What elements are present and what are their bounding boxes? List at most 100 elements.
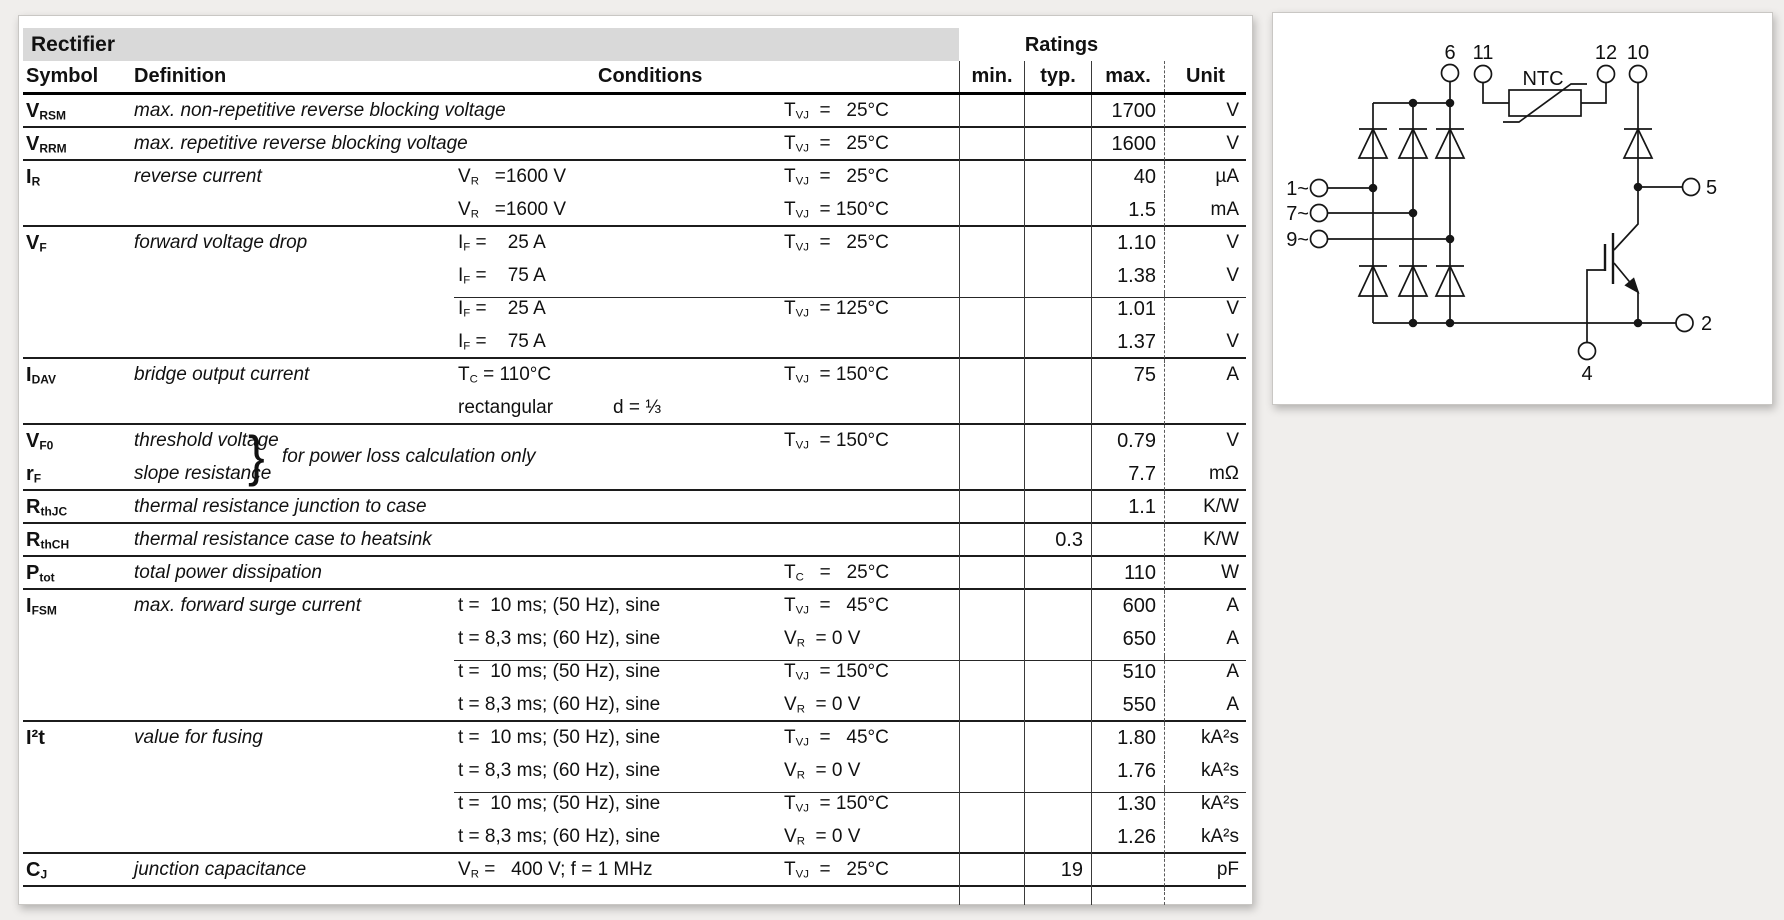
row-symbol [23,821,134,858]
row-condition-1: VR =1600 V [458,199,567,221]
row-condition-2 [610,161,776,198]
terminal-1 [1309,178,1329,198]
bridge-upper-diodes [1357,127,1466,159]
row-condition-3: TVJ = 150°C [784,793,889,815]
row-typ-value [1024,194,1091,231]
bridge-lower-diodes [1357,263,1466,297]
row-typ-value [1024,689,1091,726]
power-loss-note: for power loss calculation only [282,446,536,467]
table-row: rectangular d = ⅓ [23,392,1246,425]
row-max-value: 75 [1091,359,1164,396]
row-condition-3: TVJ = 45°C [784,727,889,749]
row-typ-value: 0.3 [1024,524,1091,561]
table-row: IF = 75 A 1.37 V [23,326,1246,363]
row-condition-1 [454,557,610,594]
table-row: RthCH thermal resistance case to heatsin… [23,524,1246,561]
row-condition-1: t = 10 ms; (50 Hz), sine [458,793,661,814]
terminal-10-label: 10 [1627,42,1649,64]
table-row: IFSM max. forward surge current t = 10 m… [23,590,1246,627]
row-condition-1 [454,95,610,132]
strip-cell [454,887,610,905]
row-symbol [23,326,134,363]
row-min-value [959,821,1024,858]
strip-cell [1164,887,1246,905]
table-body: VRSM max. non-repetitive reverse blockin… [23,95,1246,891]
row-condition-2 [610,293,776,330]
row-min-value [959,755,1024,793]
row-condition-2 [610,128,776,165]
row-condition-2 [610,260,776,298]
row-condition-2 [610,623,776,661]
row-definition: slope resistance [134,463,272,484]
row-condition-2 [610,491,776,528]
row-symbol [23,392,134,424]
row-condition-2 [610,557,776,594]
header-min: min. [959,61,1024,92]
terminal-11-label: 11 [1473,42,1494,64]
terminal-4-label: 4 [1581,363,1592,385]
row-unit: K/W [1164,524,1246,561]
row-symbol [23,689,134,726]
row-unit: V [1164,227,1246,264]
row-condition-3: VR = 0 V [784,826,861,848]
row-symbol [23,623,134,661]
row-max-value: 1600 [1091,128,1164,165]
row-unit: kA²s [1164,755,1246,793]
row-min-value [959,227,1024,264]
table-row: t = 8,3 ms; (60 Hz), sine VR = 0 V 1.26 … [23,821,1246,858]
row-condition-3: TVJ = 25°C [784,859,889,881]
row-min-value [959,788,1024,825]
row-definition: thermal resistance case to heatsink [134,529,432,550]
header-unit: Unit [1164,61,1246,92]
row-definition: reverse current [134,166,262,187]
row-min-value [959,293,1024,330]
row-symbol [23,788,134,825]
row-unit: V [1164,326,1246,363]
row-min-value [959,260,1024,298]
row-condition-2 [610,227,776,264]
table-title-band: Rectifier Ratings [23,28,1246,61]
row-symbol [23,656,134,693]
row-typ-value [1024,821,1091,858]
row-unit: V [1164,128,1246,165]
row-definition: thermal resistance junction to case [134,496,427,517]
row-unit: µA [1164,161,1246,198]
row-max-value [1091,524,1164,561]
row-definition: max. non-repetitive reverse blocking vol… [134,100,506,121]
row-condition-1 [454,491,610,528]
row-unit: A [1164,689,1246,726]
row-definition: max. forward surge current [134,595,362,616]
row-condition-1: t = 8,3 ms; (60 Hz), sine [454,755,660,793]
row-unit: V [1164,293,1246,330]
row-condition-2 [610,590,776,627]
row-symbol [23,755,134,793]
row-unit: kA²s [1164,788,1246,825]
row-max-value: 40 [1091,161,1164,198]
row-condition-1: IF = 75 A [454,260,610,298]
row-condition-3: TVJ = 25°C [784,133,889,155]
row-typ-value [1024,392,1091,424]
row-condition-1: t = 8,3 ms; (60 Hz), sine [458,826,661,847]
row-max-value: 1.76 [1091,755,1164,793]
row-max-value: 0.79 [1091,425,1164,462]
row-min-value [959,524,1024,561]
row-min-value [959,623,1024,661]
row-condition-1: t = 10 ms; (50 Hz), sine [458,661,661,682]
row-condition-3 [776,491,959,528]
row-definition [134,326,454,363]
row-max-value: 550 [1091,689,1164,726]
row-condition-1: IF = 25 A [458,232,546,254]
row-unit: V [1164,95,1246,132]
row-condition-3: TVJ = 150°C [784,430,889,452]
row-definition: forward voltage drop [134,232,308,253]
table-bottom-strip [23,887,1246,905]
terminals [1309,63,1701,361]
row-max-value [1091,854,1164,891]
row-symbol: RthJC [26,496,68,519]
header-symbol: Symbol [26,65,99,87]
row-typ-value [1024,326,1091,363]
table-row: t = 10 ms; (50 Hz), sine TVJ = 150°C 510… [23,656,1246,693]
row-min-value [959,161,1024,198]
row-unit: pF [1164,854,1246,891]
row-definition: junction capacitance [134,859,307,880]
